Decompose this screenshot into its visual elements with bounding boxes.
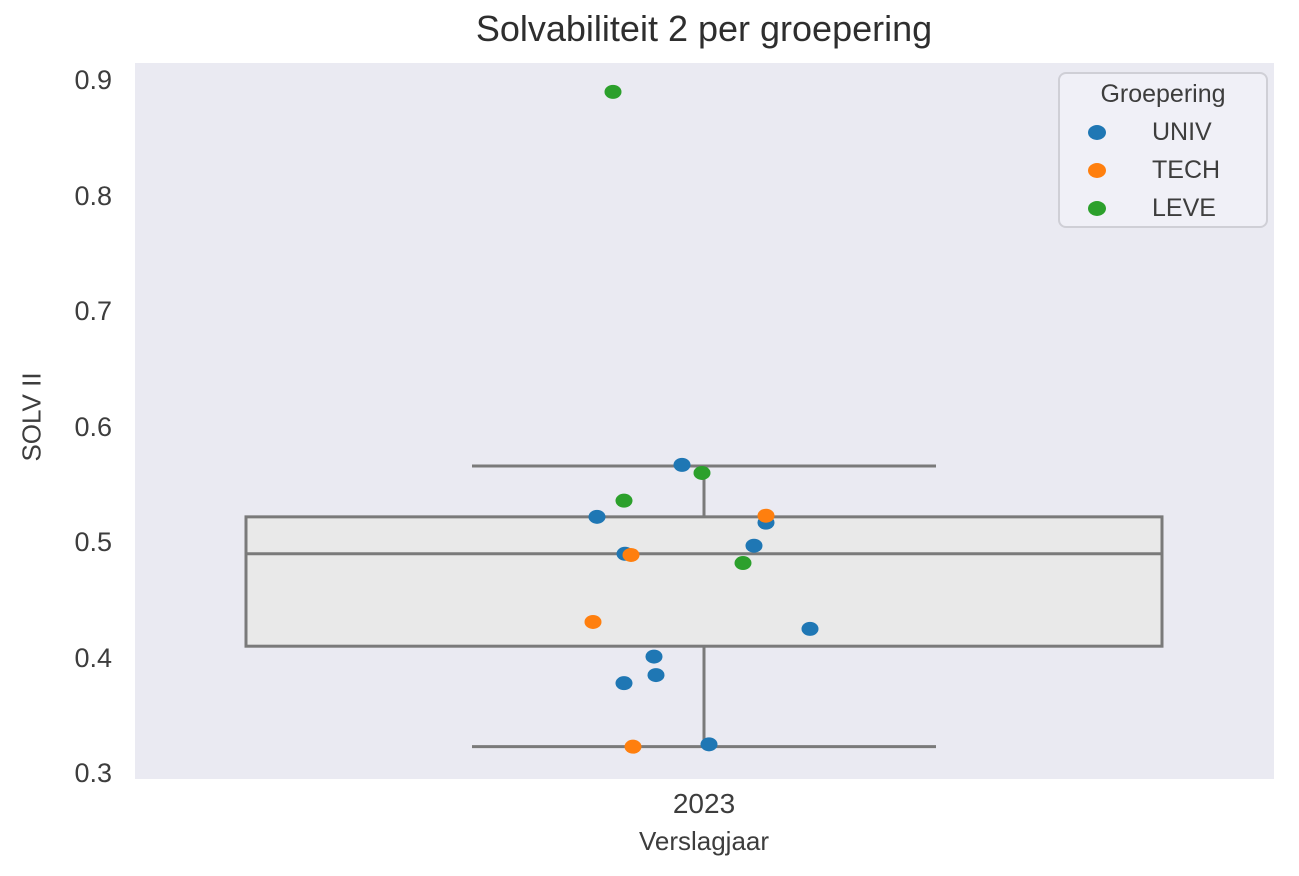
legend: Groepering UNIV TECH LEVE (1058, 72, 1268, 228)
legend-label-univ: UNIV (1152, 117, 1212, 146)
data-point-tech (624, 739, 642, 754)
data-point-univ (745, 538, 763, 553)
data-point-leve (604, 84, 622, 99)
data-point-univ (801, 621, 819, 636)
iqr-box (244, 515, 1164, 648)
legend-title: Groepering (1100, 80, 1226, 108)
data-point-tech (584, 614, 602, 629)
data-point-univ (673, 457, 691, 472)
legend-label-leve: LEVE (1152, 193, 1216, 222)
y-tick-label: 0.7 (74, 296, 112, 327)
legend-dot-univ (1088, 124, 1106, 140)
data-point-univ (588, 509, 606, 524)
y-tick-label: 0.9 (74, 65, 112, 96)
y-tick-label: 0.8 (74, 180, 112, 211)
y-tick-label: 0.4 (74, 642, 112, 673)
y-tick-label: 0.3 (74, 758, 112, 789)
legend-label-tech: TECH (1152, 155, 1221, 184)
chart-title: Solvabiliteit 2 per groepering (475, 8, 933, 49)
legend-item-leve: LEVE (1072, 189, 1254, 227)
data-point-univ (615, 676, 633, 691)
data-point-tech (622, 547, 640, 562)
data-point-univ (700, 737, 718, 752)
data-point-leve (615, 493, 633, 508)
x-axis-label: Verslagjaar (638, 826, 770, 856)
legend-dot-tech (1088, 162, 1106, 178)
legend-item-univ: UNIV (1072, 113, 1254, 151)
data-point-univ (647, 668, 665, 683)
x-tick-label: 2023 (672, 788, 736, 819)
data-point-leve (693, 465, 711, 480)
legend-item-tech: TECH (1072, 151, 1254, 189)
boxplot-canvas (244, 84, 1164, 754)
legend-dot-leve (1088, 200, 1106, 216)
y-tick-label: 0.5 (74, 527, 112, 558)
data-point-tech (757, 508, 775, 523)
y-tick-label: 0.6 (74, 411, 112, 442)
data-point-univ (645, 649, 663, 664)
data-point-leve (734, 556, 752, 571)
